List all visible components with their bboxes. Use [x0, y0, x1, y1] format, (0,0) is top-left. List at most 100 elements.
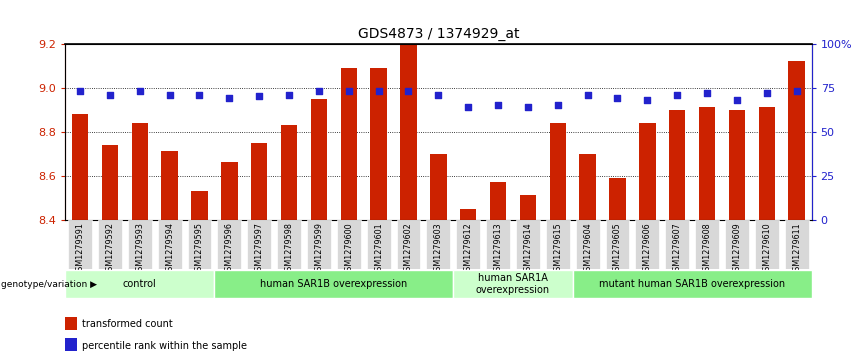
Point — [521, 104, 535, 110]
FancyBboxPatch shape — [695, 220, 719, 269]
Bar — [788, 61, 805, 220]
Point — [103, 92, 117, 98]
Point — [73, 88, 87, 94]
Bar — [549, 123, 566, 220]
FancyBboxPatch shape — [397, 220, 420, 269]
Text: GSM1279614: GSM1279614 — [523, 222, 532, 276]
Point — [253, 93, 266, 99]
FancyBboxPatch shape — [635, 220, 660, 269]
Bar — [251, 143, 267, 220]
FancyBboxPatch shape — [606, 220, 629, 269]
Text: transformed count: transformed count — [82, 319, 173, 329]
Point — [282, 92, 296, 98]
Point — [491, 102, 505, 108]
Text: GSM1279608: GSM1279608 — [702, 222, 712, 276]
Bar — [729, 110, 745, 220]
Text: GSM1279593: GSM1279593 — [135, 222, 144, 276]
Text: GSM1279598: GSM1279598 — [285, 222, 293, 276]
Bar — [340, 68, 357, 220]
FancyBboxPatch shape — [665, 220, 689, 269]
FancyBboxPatch shape — [575, 220, 600, 269]
Title: GDS4873 / 1374929_at: GDS4873 / 1374929_at — [358, 27, 519, 41]
Bar — [699, 107, 715, 220]
Point — [641, 97, 654, 103]
Text: genotype/variation ▶: genotype/variation ▶ — [1, 280, 97, 289]
FancyBboxPatch shape — [158, 220, 181, 269]
Bar — [431, 154, 446, 220]
FancyBboxPatch shape — [307, 220, 331, 269]
FancyBboxPatch shape — [337, 220, 361, 269]
Bar — [281, 125, 297, 220]
Bar — [161, 151, 178, 220]
FancyBboxPatch shape — [65, 270, 214, 298]
Bar — [639, 123, 655, 220]
FancyBboxPatch shape — [573, 270, 812, 298]
Bar — [609, 178, 626, 220]
Point — [790, 88, 804, 94]
Text: GSM1279596: GSM1279596 — [225, 222, 233, 276]
Point — [610, 95, 624, 101]
FancyBboxPatch shape — [516, 220, 540, 269]
Text: GSM1279595: GSM1279595 — [195, 222, 204, 276]
FancyBboxPatch shape — [755, 220, 779, 269]
Text: GSM1279606: GSM1279606 — [643, 222, 652, 276]
Text: control: control — [123, 279, 156, 289]
FancyBboxPatch shape — [128, 220, 152, 269]
Text: GSM1279610: GSM1279610 — [762, 222, 772, 276]
Point — [760, 90, 773, 96]
FancyBboxPatch shape — [486, 220, 510, 269]
Point — [551, 102, 565, 108]
Text: GSM1279592: GSM1279592 — [105, 222, 115, 276]
Bar — [311, 99, 327, 220]
FancyBboxPatch shape — [426, 220, 450, 269]
FancyBboxPatch shape — [453, 270, 573, 298]
Text: human SAR1B overexpression: human SAR1B overexpression — [260, 279, 407, 289]
FancyBboxPatch shape — [457, 220, 480, 269]
Bar — [580, 154, 595, 220]
Point — [461, 104, 475, 110]
Text: GSM1279594: GSM1279594 — [165, 222, 174, 276]
Text: GSM1279602: GSM1279602 — [404, 222, 413, 276]
FancyBboxPatch shape — [247, 220, 271, 269]
FancyBboxPatch shape — [217, 220, 241, 269]
Bar — [65, 317, 77, 330]
Point — [700, 90, 714, 96]
Point — [193, 92, 207, 98]
Bar — [221, 162, 238, 220]
Text: GSM1279613: GSM1279613 — [494, 222, 503, 276]
Text: GSM1279605: GSM1279605 — [613, 222, 622, 276]
Point — [222, 95, 236, 101]
Point — [730, 97, 744, 103]
Point — [670, 92, 684, 98]
FancyBboxPatch shape — [366, 220, 391, 269]
Bar — [65, 338, 77, 351]
Text: GSM1279615: GSM1279615 — [553, 222, 562, 276]
FancyBboxPatch shape — [68, 220, 92, 269]
Bar — [490, 182, 506, 220]
Point — [312, 88, 326, 94]
Bar — [520, 195, 536, 220]
FancyBboxPatch shape — [785, 220, 809, 269]
Bar — [669, 110, 686, 220]
Text: GSM1279603: GSM1279603 — [434, 222, 443, 276]
Text: GSM1279609: GSM1279609 — [733, 222, 741, 276]
FancyBboxPatch shape — [187, 220, 212, 269]
Point — [342, 88, 356, 94]
Text: GSM1279611: GSM1279611 — [792, 222, 801, 276]
Bar — [460, 209, 477, 220]
Text: GSM1279601: GSM1279601 — [374, 222, 383, 276]
Point — [581, 92, 595, 98]
Text: GSM1279604: GSM1279604 — [583, 222, 592, 276]
FancyBboxPatch shape — [546, 220, 569, 269]
Text: GSM1279607: GSM1279607 — [673, 222, 681, 276]
Bar — [102, 145, 118, 220]
Bar — [132, 123, 148, 220]
Point — [431, 92, 445, 98]
Point — [402, 88, 416, 94]
Bar — [400, 44, 417, 220]
Point — [133, 88, 147, 94]
Text: GSM1279600: GSM1279600 — [345, 222, 353, 276]
Text: GSM1279591: GSM1279591 — [76, 222, 84, 276]
FancyBboxPatch shape — [98, 220, 122, 269]
Text: GSM1279612: GSM1279612 — [464, 222, 473, 276]
